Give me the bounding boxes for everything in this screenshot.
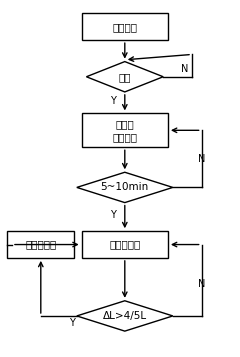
FancyBboxPatch shape: [7, 231, 74, 258]
Text: N: N: [198, 154, 205, 164]
FancyBboxPatch shape: [82, 231, 168, 258]
Polygon shape: [86, 61, 163, 92]
Text: 连续: 连续: [119, 72, 131, 82]
Text: 系统启动: 系统启动: [112, 22, 137, 32]
Text: Y: Y: [110, 96, 116, 106]
Text: Y: Y: [69, 318, 75, 328]
Text: 信号源
频率更新: 信号源 频率更新: [112, 119, 137, 142]
Polygon shape: [77, 301, 173, 331]
Text: 信号源微调: 信号源微调: [25, 240, 56, 250]
Text: 电容板调谐: 电容板调谐: [109, 240, 140, 250]
Polygon shape: [77, 172, 173, 203]
Text: Y: Y: [110, 210, 116, 220]
Text: N: N: [181, 64, 188, 74]
Text: 5~10min: 5~10min: [101, 182, 149, 192]
Text: ΔL>4/5L: ΔL>4/5L: [103, 311, 147, 321]
FancyBboxPatch shape: [82, 114, 168, 147]
FancyBboxPatch shape: [82, 13, 168, 40]
Text: N: N: [198, 279, 205, 289]
